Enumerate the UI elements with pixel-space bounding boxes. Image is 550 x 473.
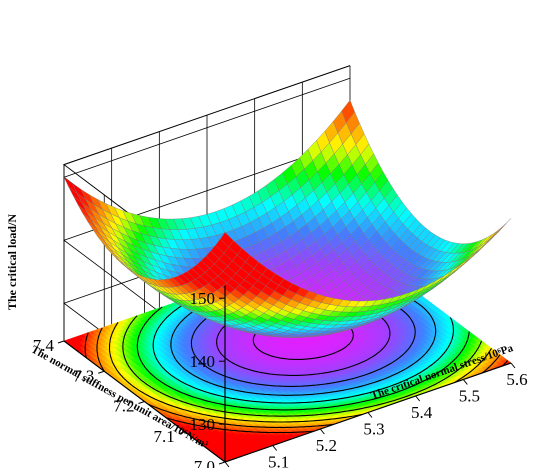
x-tick-label: 5.4: [411, 403, 433, 422]
x-tick-mark: [273, 446, 277, 451]
x-tick-mark: [463, 380, 467, 385]
x-tick-mark: [368, 413, 372, 418]
x-tick-label: 5.1: [268, 453, 289, 469]
y-tick-label: 7.0: [194, 457, 215, 468]
y-tick-mark: [58, 341, 64, 343]
response-surface: [64, 100, 511, 338]
x-tick-label: 5.2: [316, 436, 337, 455]
x-tick-mark: [320, 429, 324, 434]
x-tick-label: 5.5: [459, 387, 480, 406]
z-tick-label: 140: [190, 352, 216, 371]
x-tick-label: 5.3: [363, 420, 384, 439]
z-axis-label: The critical load/N: [5, 214, 19, 310]
x-tick-label: 5.6: [506, 370, 527, 389]
y-tick-mark: [98, 371, 104, 373]
z-tick-label: 150: [190, 289, 216, 308]
y-tick-mark: [219, 462, 225, 464]
x-tick-mark: [416, 396, 420, 401]
x-tick-mark: [511, 363, 515, 368]
x-tick-mark: [225, 462, 229, 467]
